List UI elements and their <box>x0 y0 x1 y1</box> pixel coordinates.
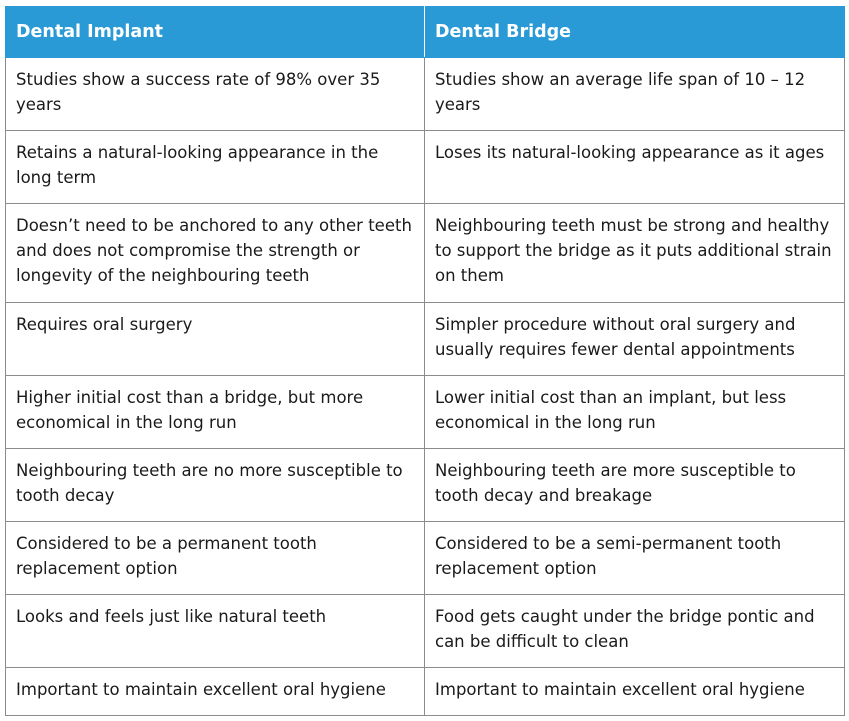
implant-cell: Looks and feels just like natural teeth <box>5 594 425 668</box>
implant-cell: Higher initial cost than a bridge, but m… <box>5 375 425 449</box>
bridge-cell: Important to maintain excellent oral hyg… <box>424 667 845 716</box>
table-row: Considered to be a permanent tooth repla… <box>5 521 845 595</box>
table-row: Higher initial cost than a bridge, but m… <box>5 375 845 449</box>
implant-cell: Important to maintain excellent oral hyg… <box>5 667 425 716</box>
bridge-cell: Simpler procedure without oral surgery a… <box>424 302 845 376</box>
table-row: Neighbouring teeth are no more susceptib… <box>5 448 845 522</box>
bridge-cell: Loses its natural-looking appearance as … <box>424 130 845 204</box>
bridge-cell: Lower initial cost than an implant, but … <box>424 375 845 449</box>
implant-cell: Neighbouring teeth are no more susceptib… <box>5 448 425 522</box>
implant-cell: Requires oral surgery <box>5 302 425 376</box>
comparison-table: Dental Implant Dental Bridge Studies sho… <box>5 6 845 716</box>
implant-cell: Doesn’t need to be anchored to any other… <box>5 203 425 303</box>
header-row: Dental Implant Dental Bridge <box>5 6 845 58</box>
header-dental-bridge: Dental Bridge <box>424 6 845 58</box>
table-row: Requires oral surgery Simpler procedure … <box>5 302 845 376</box>
bridge-cell: Neighbouring teeth are more susceptible … <box>424 448 845 522</box>
bridge-cell: Considered to be a semi-permanent tooth … <box>424 521 845 595</box>
implant-cell: Retains a natural-looking appearance in … <box>5 130 425 204</box>
bridge-cell: Studies show an average life span of 10 … <box>424 57 845 131</box>
table-row: Looks and feels just like natural teeth … <box>5 594 845 668</box>
table-row: Retains a natural-looking appearance in … <box>5 130 845 204</box>
implant-cell: Considered to be a permanent tooth repla… <box>5 521 425 595</box>
bridge-cell: Neighbouring teeth must be strong and he… <box>424 203 845 303</box>
implant-cell: Studies show a success rate of 98% over … <box>5 57 425 131</box>
header-dental-implant: Dental Implant <box>5 6 425 58</box>
table-row: Studies show a success rate of 98% over … <box>5 57 845 131</box>
bridge-cell: Food gets caught under the bridge pontic… <box>424 594 845 668</box>
table-row: Doesn’t need to be anchored to any other… <box>5 203 845 303</box>
table-row: Important to maintain excellent oral hyg… <box>5 667 845 716</box>
